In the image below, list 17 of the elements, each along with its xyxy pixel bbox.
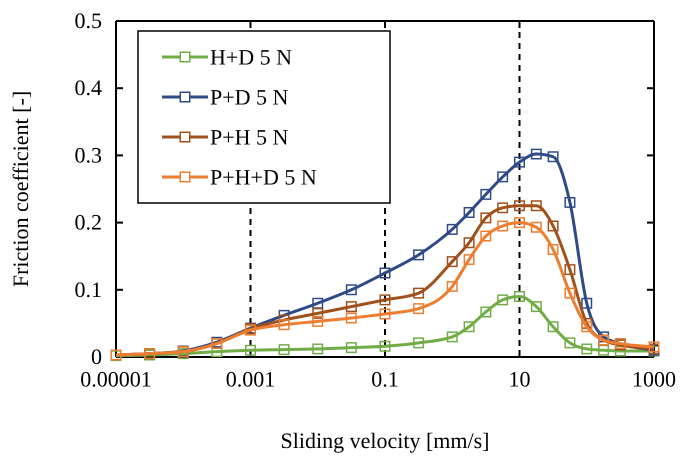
- y-tick-label: 0: [91, 344, 102, 370]
- x-axis-title: Sliding velocity [mm/s]: [280, 428, 490, 453]
- x-tick-label: 0.001: [226, 366, 276, 392]
- y-tick-label: 0.4: [74, 75, 102, 100]
- y-tick-label: 0.3: [74, 142, 102, 168]
- x-tick-label: 0.1: [371, 366, 399, 392]
- x-tick-label: 1000: [632, 366, 676, 392]
- x-tick-label: 0.00001: [80, 366, 152, 392]
- y-axis-title: Friction coefficient [-]: [8, 90, 33, 288]
- y-tick-label: 0.1: [74, 276, 102, 302]
- legend-label: P+H+D 5 N: [210, 164, 317, 190]
- x-tick-label: 10: [508, 366, 530, 392]
- legend-label: P+H 5 N: [210, 124, 289, 150]
- y-tick-label: 0.5: [74, 8, 102, 34]
- legend-label: P+D 5 N: [210, 84, 289, 110]
- y-tick-label: 0.2: [74, 210, 102, 235]
- legend-label: H+D 5 N: [210, 44, 292, 70]
